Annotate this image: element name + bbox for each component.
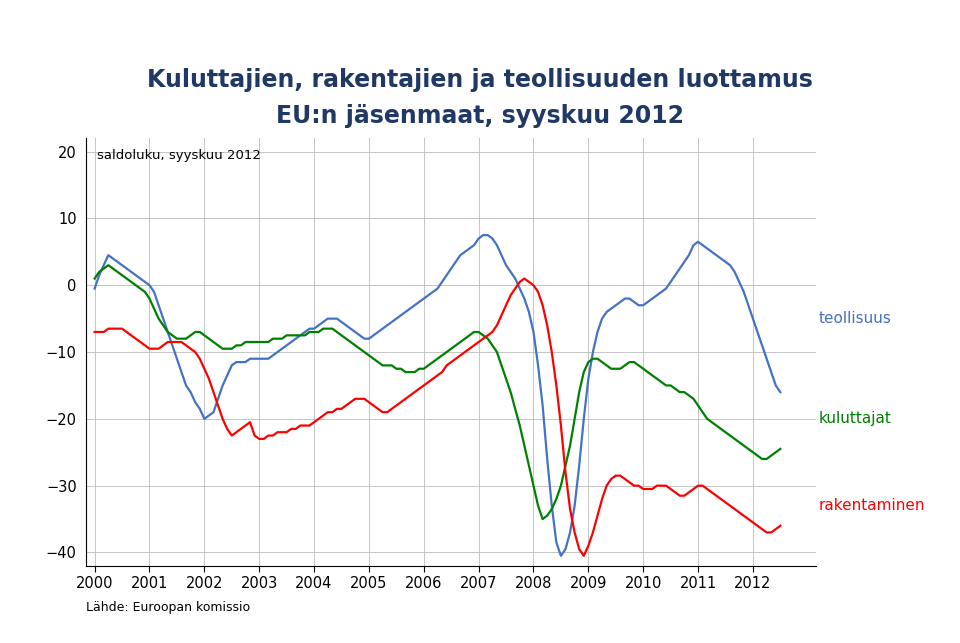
Text: saldoluku, syyskuu 2012: saldoluku, syyskuu 2012 bbox=[97, 149, 261, 162]
Text: Lähde: Euroopan komissio: Lähde: Euroopan komissio bbox=[86, 601, 251, 614]
Text: Pekka Pajakkala  8.11.2012    11: Pekka Pajakkala 8.11.2012 11 bbox=[653, 14, 844, 28]
Text: rakentaminen: rakentaminen bbox=[819, 498, 925, 513]
Text: EU:n jäsenmaat, syyskuu 2012: EU:n jäsenmaat, syyskuu 2012 bbox=[276, 104, 684, 128]
Text: teollisuus: teollisuus bbox=[819, 311, 892, 326]
Text: Kuluttajien, rakentajien ja teollisuuden luottamus: Kuluttajien, rakentajien ja teollisuuden… bbox=[147, 68, 813, 93]
Text: kuluttajat: kuluttajat bbox=[819, 412, 892, 426]
Text: VTT TECHNICAL RESEARCH CENTRE OF FINLAND: VTT TECHNICAL RESEARCH CENTRE OF FINLAND bbox=[19, 16, 320, 26]
